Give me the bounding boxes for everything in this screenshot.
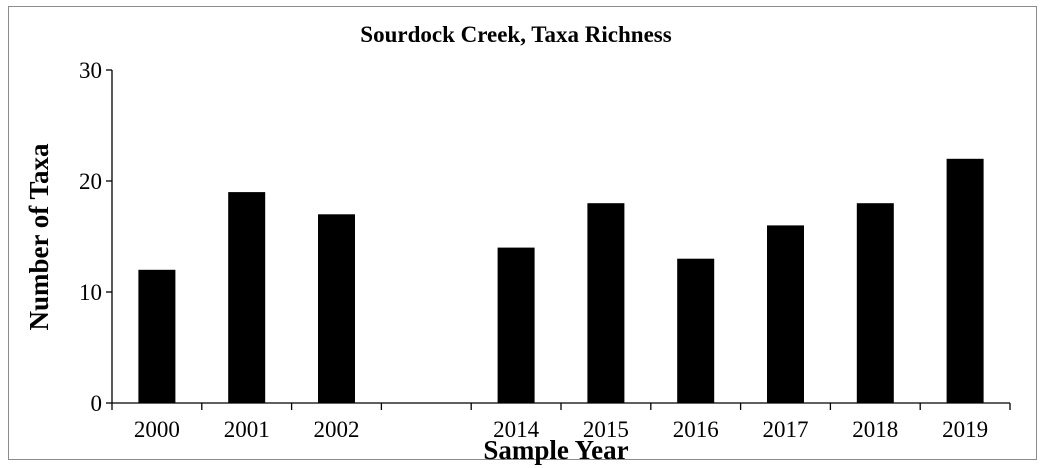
- bar-2019: [946, 158, 984, 403]
- x-tick-label: 2015: [583, 417, 629, 442]
- y-tick-label: 10: [79, 280, 102, 305]
- x-tick-label: 2002: [314, 417, 360, 442]
- y-tick-label: 30: [79, 58, 102, 83]
- x-tick-label: 2019: [942, 417, 988, 442]
- bar-2001: [228, 192, 266, 403]
- bar-2014: [497, 247, 535, 403]
- bar-2015: [587, 203, 625, 403]
- x-tick-label: 2014: [493, 417, 540, 442]
- x-tick-label: 2016: [673, 417, 719, 442]
- x-tick-label: 2017: [763, 417, 809, 442]
- x-axis-title: Sample Year: [483, 435, 628, 465]
- x-tick-label: 2018: [852, 417, 898, 442]
- chart-title: Sourdock Creek, Taxa Richness: [360, 22, 671, 47]
- y-tick-label: 0: [91, 391, 103, 416]
- bar-2016: [677, 258, 715, 403]
- bar-2017: [767, 225, 804, 403]
- x-tick-label: 2001: [224, 417, 270, 442]
- x-tick-label: 2000: [134, 417, 180, 442]
- y-axis: 0 10 20 30: [79, 58, 113, 416]
- bars: [138, 158, 984, 403]
- bar-2000: [138, 269, 176, 403]
- y-tick-label: 20: [79, 169, 102, 194]
- bar-2018: [856, 203, 894, 403]
- y-axis-title: Number of Taxa: [24, 143, 54, 331]
- bar-2002: [318, 214, 355, 403]
